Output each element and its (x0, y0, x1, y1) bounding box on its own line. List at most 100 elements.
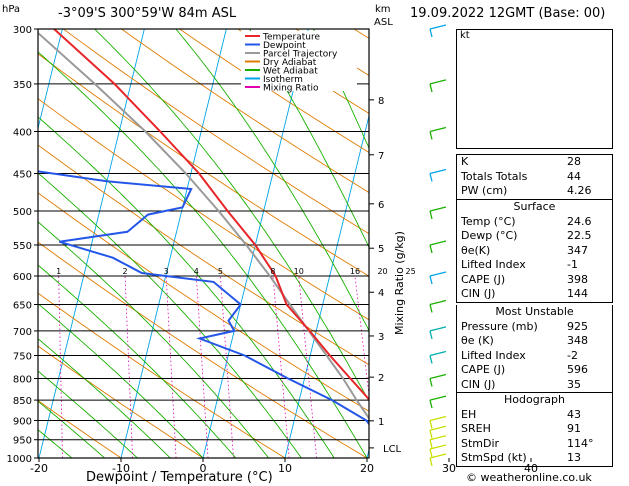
dry-adiabat-line (38, 53, 369, 277)
wind-barb-icon (429, 430, 433, 439)
pressure-tick-label: 750 (13, 351, 32, 362)
wind-barb-icon (429, 350, 447, 357)
hodograph-panel (456, 29, 613, 149)
isotherm-line (202, 29, 309, 458)
legend-entry-label: Mixing Ratio (263, 84, 319, 94)
location-title: -3°09'S 300°59'W 84m ASL (58, 6, 237, 21)
mixing-ratio-line (220, 275, 234, 458)
mixing-ratio-tick-label: 3 (164, 267, 169, 276)
dewpoint-line (38, 170, 369, 426)
mixing-ratio-line (411, 276, 436, 458)
dry-adiabat-line (63, 29, 369, 235)
wet-adiabat-line (38, 264, 237, 458)
wind-barb-icon (429, 173, 433, 182)
lcl-label: LCL (383, 444, 402, 455)
wind-barb-icon (429, 271, 447, 277)
wind-barb-icon (429, 435, 447, 441)
hodograph-stats-row: StmDir 114° (461, 436, 594, 450)
surface-row: CIN (J) 144 (461, 287, 588, 300)
mixing-ratio-line (124, 275, 134, 458)
pressure-tick-label: 300 (13, 25, 32, 36)
dry-adiabat-line (179, 29, 369, 154)
temperature-tick-label: 10 (278, 462, 292, 475)
wet-adiabat-line (38, 370, 138, 458)
wet-adiabat-line (312, 29, 369, 150)
km-label: km (375, 4, 391, 15)
temperature-tick-label: 30 (442, 462, 456, 475)
most-unstable-row: CIN (J) 35 (461, 377, 581, 391)
hodograph-stats-title: Hodograph (504, 393, 565, 406)
pw-row: PW (cm) 4.26 (461, 184, 592, 197)
height-tick-label: 3 (378, 332, 384, 343)
mixing-ratio-tick-label: 25 (406, 267, 416, 276)
wind-barb-icon (429, 304, 433, 313)
wind-barb-icon (429, 399, 433, 409)
wind-barb-icon (429, 378, 433, 387)
wind-barb-icon (429, 439, 433, 448)
pressure-tick-label: 850 (13, 396, 32, 407)
legend-entry-label: Isotherm (263, 75, 303, 85)
wind-barb-icon (429, 244, 433, 254)
most-unstable-panel: Most Unstable Pressure (mb) 925 θe (K) 348… (456, 305, 613, 393)
pressure-tick-label: 950 (13, 436, 32, 447)
height-tick-label: 6 (378, 200, 384, 211)
isotherm-line (120, 29, 227, 458)
height-tick-label: 8 (378, 96, 384, 107)
hodograph-stats-row: EH 43 (461, 407, 581, 421)
dry-adiabat-line (38, 345, 204, 458)
pressure-tick-label: 700 (13, 327, 32, 338)
copyright-footer[interactable]: © weatheronline.co.uk (466, 471, 592, 484)
wind-barb-icon (429, 415, 447, 422)
dry-adiabat-line (38, 292, 286, 458)
legend-entry-label: Dewpoint (263, 41, 306, 51)
temperature-tick-label: 40 (524, 462, 538, 475)
wind-barb-icon (429, 240, 447, 246)
wind-barb-icon (429, 373, 447, 380)
wet-adiabat-line (249, 29, 369, 249)
temperature-tick-label: -10 (112, 462, 130, 475)
height-tick-label: 1 (378, 417, 384, 428)
k-index-row: K 28 (461, 155, 581, 168)
legend-entry-label: Parcel Trajectory (263, 50, 338, 60)
wind-barb-icon (429, 326, 447, 332)
wind-barb-icon (429, 355, 433, 364)
mixing-ratio-tick-label: 4 (194, 267, 199, 276)
x-axis-label: Dewpoint / Temperature (°C) (86, 470, 273, 485)
pressure-tick-label: 900 (13, 416, 32, 427)
hodograph-stats-row: StmSpd (kt) 13 (461, 451, 581, 464)
indices-panel: K 28 Totals Totals 44 PW (cm) 4.26 (456, 154, 613, 200)
mixing-ratio-tick-label: 20 (377, 267, 387, 276)
surface-row: Temp (°C) 24.6 (461, 214, 592, 228)
temperature-tick-label: -20 (30, 462, 48, 475)
y-axis-label-right: Mixing Ratio (g/kg) (393, 231, 406, 335)
most-unstable-row: Pressure (mb) 925 (461, 319, 588, 333)
mixing-ratio-tick-label: 1 (56, 267, 61, 276)
wind-barbs (429, 24, 447, 467)
pressure-tick-label: 1000 (7, 454, 32, 465)
pressure-tick-label: 800 (13, 374, 32, 385)
wind-barb-icon (429, 299, 447, 306)
wind-barb-icon (429, 420, 433, 429)
most-unstable-row: θe (K) 348 (461, 334, 588, 347)
pressure-tick-label: 600 (13, 272, 32, 283)
mixing-ratio-tick-label: 8 (270, 267, 275, 276)
wind-barb-icon (429, 83, 433, 93)
surface-row: CAPE (J) 398 (461, 272, 588, 286)
mixing-ratio-line (195, 275, 209, 458)
pressure-tick-label: 350 (13, 80, 32, 91)
wind-barb-icon (429, 210, 433, 220)
most-unstable-title: Most Unstable (495, 305, 574, 318)
isotherm-line (38, 29, 63, 131)
hodograph-unit-label: kt (460, 30, 470, 41)
surface-row: Lifted Index -1 (461, 258, 578, 271)
temperature-line (53, 29, 369, 401)
pressure-tick-label: 500 (13, 207, 32, 218)
mixing-ratio-tick-label: 16 (350, 267, 360, 276)
mixing-ratio-line (298, 275, 317, 458)
pressure-tick-label: 400 (13, 128, 32, 139)
wind-barb-icon (429, 275, 433, 285)
hpa-label: hPa (2, 4, 21, 15)
surface-panel: Surface Temp (°C) 24.6 Dewp (°C) 22.5 θe(K… (456, 200, 613, 303)
mixing-ratio-tick-label: 5 (218, 267, 223, 276)
wind-barb-icon (429, 453, 447, 459)
